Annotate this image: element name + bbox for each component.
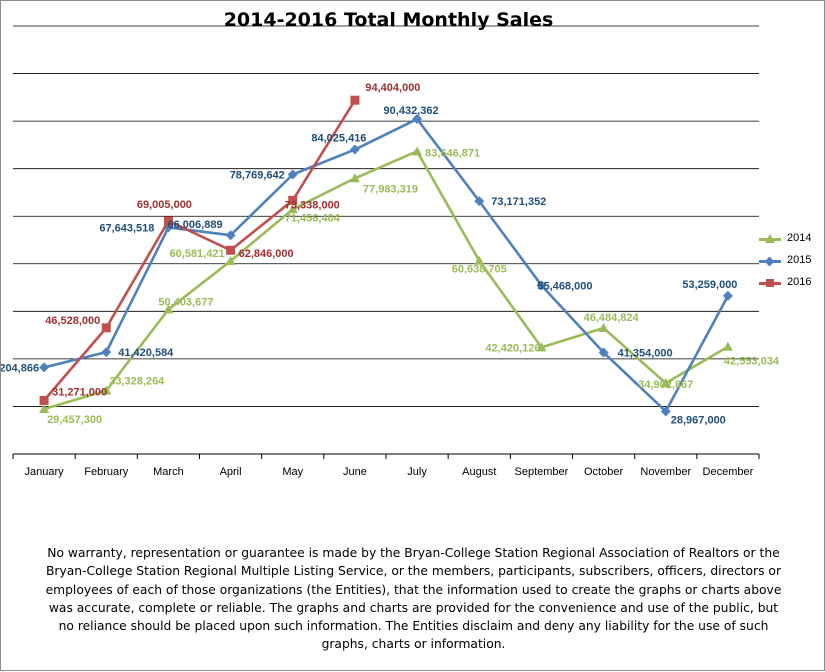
data-label-2014: 50,403,677 [158, 296, 213, 308]
data-point-2014 [412, 146, 423, 156]
data-point-2015 [225, 230, 236, 241]
data-point-2015 [660, 406, 671, 417]
data-label-2015: 41,420,584 [118, 347, 174, 359]
data-point-2015 [39, 362, 50, 373]
data-label-2016: 46,528,000 [45, 315, 100, 327]
data-label-2015: 41,354,000 [618, 347, 673, 359]
data-label-2016: 62,846,000 [239, 248, 294, 260]
data-label-2016: 31,271,000 [52, 386, 107, 398]
data-label-2015: 90,432,362 [384, 105, 439, 117]
disclaimer-text: No warranty, representation or guarantee… [45, 546, 782, 652]
x-tick-label: May [282, 466, 303, 478]
gridlines [13, 25, 759, 407]
data-point-2015 [474, 196, 485, 207]
legend-label-2014: 2014 [787, 232, 812, 244]
data-label-2014: 60,581,421 [170, 248, 225, 260]
legend-label-2016: 2016 [787, 276, 812, 288]
data-point-2016 [101, 323, 111, 333]
data-label-2015: 84,025,416 [311, 133, 366, 145]
diamond-marker-icon [764, 256, 775, 267]
data-label-2014: 71,456,404 [285, 212, 341, 224]
data-label-2015: 53,259,000 [682, 279, 737, 291]
data-label-2014: 42,420,126 [485, 342, 540, 354]
legend: 2014 2015 2016 [759, 230, 821, 296]
data-point-2016 [163, 216, 173, 226]
chart-title: 2014-2016 Total Monthly Sales [223, 9, 554, 31]
data-point-2016 [350, 95, 360, 105]
data-point-2014 [474, 255, 485, 265]
data-point-2016 [226, 245, 236, 255]
data-label-2015: 55,468,000 [537, 280, 592, 292]
data-point-2014 [39, 404, 50, 414]
triangle-marker-icon [765, 234, 775, 243]
data-label-2014: 77,983,319 [363, 183, 418, 195]
data-point-2014 [349, 173, 360, 183]
data-label-2015: 73,171,352 [491, 196, 546, 208]
x-tick-label: September [515, 466, 569, 478]
data-label-2015: 38,204,866 [1, 362, 39, 374]
data-label-2014: 60,638,705 [452, 264, 507, 276]
data-point-2015 [536, 280, 547, 291]
data-point-2015 [101, 347, 112, 358]
data-label-2015: 28,967,000 [671, 414, 726, 426]
data-label-2014: 46,484,824 [584, 312, 640, 324]
data-label-2016: 69,005,000 [137, 199, 192, 211]
data-point-2015 [287, 169, 298, 180]
x-axis: January February March April May June July Augu… [12, 453, 760, 478]
data-point-2015 [349, 144, 360, 155]
series-line-2014 [43, 150, 729, 411]
data-point-2016 [288, 195, 298, 205]
data-point-2015 [598, 347, 609, 358]
data-label-2016: 94,404,000 [365, 82, 420, 94]
data-label-2014: 34,902,867 [638, 379, 693, 391]
data-point-2014 [287, 204, 298, 214]
x-tick-label: October [584, 466, 623, 478]
legend-item-2015: 2015 [759, 252, 821, 274]
x-tick-label: August [462, 466, 496, 478]
legend-label-2015: 2015 [787, 254, 812, 266]
series-line-2016 [43, 99, 357, 402]
data-point-2014 [101, 385, 112, 395]
square-marker-icon [766, 279, 774, 287]
data-label-2015: 66,006,889 [168, 219, 223, 231]
legend-item-2016: 2016 [759, 274, 821, 296]
x-tick-label: April [220, 466, 242, 478]
x-tick-label: July [407, 466, 427, 478]
data-point-2016 [39, 395, 49, 405]
data-point-2014 [163, 304, 174, 314]
data-label-2014: 33,328,264 [109, 376, 165, 388]
data-point-2014 [536, 342, 547, 352]
data-label-2014: 29,457,300 [47, 414, 102, 426]
data-label-2014: 42,553,034 [724, 356, 780, 368]
x-tick-label: June [343, 466, 367, 478]
x-tick-label: February [84, 466, 129, 478]
data-label-2016: 73,338,000 [285, 199, 340, 211]
data-point-2014 [660, 378, 671, 388]
x-tick-label: November [640, 466, 691, 478]
data-label-2014: 83,646,871 [425, 147, 480, 159]
x-tick-label: December [703, 466, 754, 478]
data-point-2014 [598, 323, 609, 333]
x-tick-label: March [153, 466, 184, 478]
series-line-2015 [43, 117, 730, 413]
series-lines [39, 95, 733, 417]
x-tick-label: January [25, 466, 65, 478]
data-label-2015: 67,643,518 [99, 222, 154, 234]
data-label-2015: 78,769,642 [230, 170, 285, 182]
legend-item-2014: 2014 [759, 230, 821, 252]
data-point-2014 [225, 256, 236, 266]
data-point-2015 [412, 114, 423, 125]
data-point-2015 [722, 290, 733, 301]
data-point-2014 [722, 341, 733, 351]
data-labels: 29,457,300 33,328,264 50,403,677 60,581,421… [1, 82, 780, 426]
